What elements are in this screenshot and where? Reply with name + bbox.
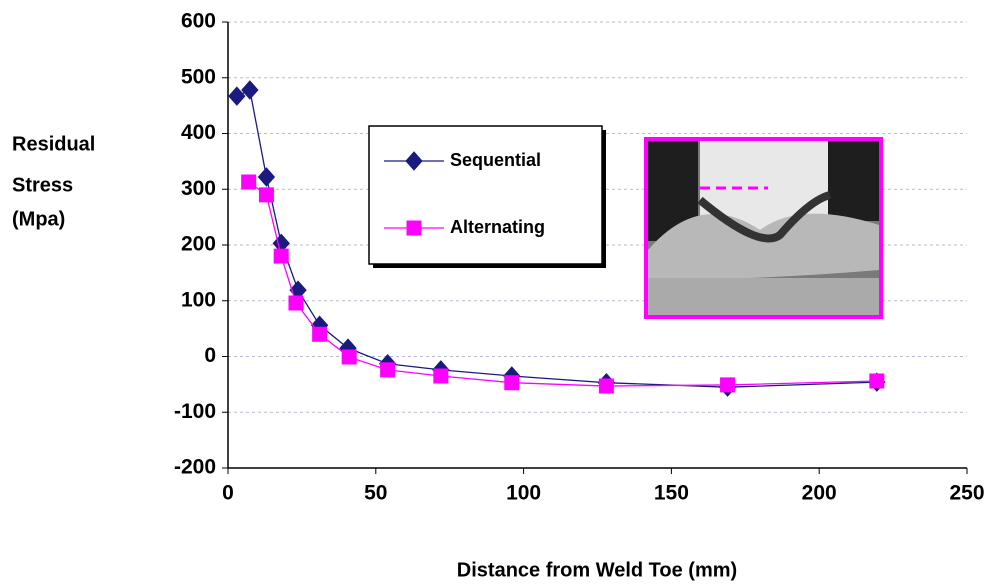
y-axis-label: Residual [12,133,95,155]
legend-item: Alternating [384,217,545,237]
marker [598,378,614,394]
marker [257,167,276,187]
marker [341,349,357,365]
marker [312,326,328,342]
y-tick-label: -200 [174,456,216,479]
y-tick-label: 0 [204,344,216,367]
y-tick-label: 500 [181,65,216,88]
x-tick-label: 100 [506,482,541,505]
marker [405,151,423,171]
marker [288,295,304,311]
legend-label: Alternating [450,217,545,237]
marker [433,368,449,384]
legend-item: Sequential [384,150,541,171]
marker [504,375,520,391]
legend-shadow [602,130,606,268]
x-tick-label: 150 [654,482,689,505]
series-line [248,181,877,387]
marker [241,174,257,190]
x-tick-label: 50 [364,482,387,505]
legend-shadow [373,264,606,268]
x-axis-label: Distance from Weld Toe (mm) [457,559,737,581]
y-axis-label: Stress [12,174,73,196]
marker [241,80,259,100]
x-tick-label: 250 [949,482,984,505]
marker [406,220,422,236]
y-axis-label: (Mpa) [12,208,65,230]
marker [228,86,246,106]
x-tick-label: 0 [222,482,234,505]
x-tick-label: 200 [802,482,837,505]
marker [869,373,885,389]
marker [380,362,396,378]
y-tick-label: 100 [181,288,216,311]
marker [720,377,736,393]
inset-photo [644,137,883,319]
legend-box [368,125,603,265]
y-tick-label: 200 [181,233,216,256]
marker [273,248,289,264]
y-tick-label: 600 [181,10,216,33]
y-tick-label: 300 [181,177,216,200]
legend-label: Sequential [450,150,541,170]
y-tick-label: -100 [174,400,216,423]
y-tick-label: 400 [181,121,216,144]
marker [258,187,274,203]
